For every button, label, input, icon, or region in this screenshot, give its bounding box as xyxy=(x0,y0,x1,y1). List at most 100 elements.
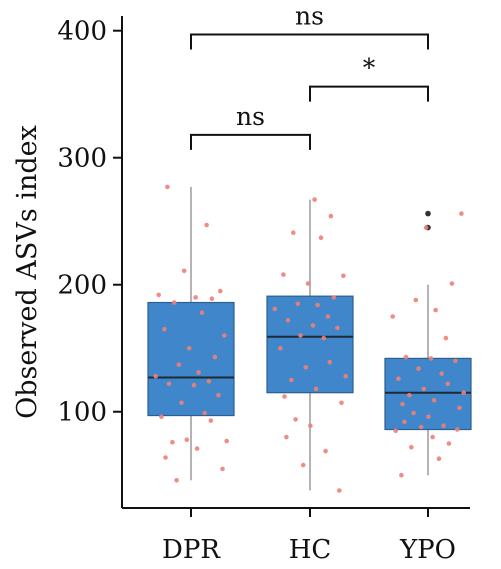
data-point-ypo-25 xyxy=(455,427,460,432)
data-point-dpr-11 xyxy=(186,345,192,351)
data-point-dpr-15 xyxy=(153,373,158,379)
data-point-ypo-27 xyxy=(430,434,435,440)
data-point-hc-5 xyxy=(341,273,346,279)
data-point-dpr-8 xyxy=(199,310,205,316)
data-point-hc-7 xyxy=(331,295,337,300)
data-point-ypo-18 xyxy=(400,401,405,407)
data-point-dpr-6 xyxy=(209,296,215,302)
y-tick-label-100: 100 xyxy=(57,398,107,428)
data-point-hc-21 xyxy=(289,377,294,383)
box-dpr xyxy=(147,301,235,417)
data-point-dpr-22 xyxy=(159,414,164,420)
data-point-dpr-24 xyxy=(184,437,190,443)
data-point-ypo-24 xyxy=(418,424,424,430)
x-tick-label-ypo: YPO xyxy=(399,535,456,565)
data-point-hc-13 xyxy=(310,323,316,328)
data-point-ypo-22 xyxy=(402,419,407,425)
outlier-point-ypo-0 xyxy=(425,210,431,217)
data-point-hc-23 xyxy=(282,394,287,399)
data-point-hc-2 xyxy=(291,230,296,235)
significance-label-dpr-hc: ns xyxy=(236,102,265,131)
data-point-dpr-2 xyxy=(181,268,187,274)
data-point-dpr-4 xyxy=(156,292,161,298)
data-point-ypo-23 xyxy=(441,423,446,429)
data-point-dpr-3 xyxy=(218,288,223,294)
data-point-ypo-12 xyxy=(396,376,401,382)
data-point-dpr-29 xyxy=(220,466,225,472)
x-tick-label-hc: HC xyxy=(289,535,332,565)
data-point-dpr-5 xyxy=(193,295,198,300)
data-point-ypo-5 xyxy=(390,314,396,319)
data-point-hc-15 xyxy=(298,333,303,338)
data-point-dpr-12 xyxy=(212,354,218,360)
data-point-ypo-10 xyxy=(416,366,421,371)
data-point-dpr-7 xyxy=(172,300,177,305)
data-point-ypo-8 xyxy=(428,356,434,361)
data-point-ypo-26 xyxy=(393,428,399,434)
y-tick-label-400: 400 xyxy=(57,17,107,47)
data-point-ypo-17 xyxy=(431,398,437,403)
data-point-dpr-0 xyxy=(165,184,170,190)
data-point-hc-18 xyxy=(327,359,333,365)
significance-bracket-hc-ypo xyxy=(309,85,429,102)
data-point-ypo-13 xyxy=(445,381,451,387)
data-point-hc-4 xyxy=(281,272,286,277)
data-point-dpr-18 xyxy=(191,382,197,388)
data-point-ypo-14 xyxy=(421,386,427,392)
data-point-dpr-17 xyxy=(166,381,172,387)
data-point-ypo-28 xyxy=(446,441,452,446)
data-point-dpr-13 xyxy=(176,362,182,368)
data-point-ypo-19 xyxy=(457,405,462,411)
data-point-ypo-31 xyxy=(399,472,404,478)
data-point-hc-0 xyxy=(312,197,317,202)
significance-label-hc-ypo: * xyxy=(363,54,376,83)
data-point-dpr-28 xyxy=(163,455,168,460)
data-point-hc-11 xyxy=(325,314,331,319)
data-point-ypo-15 xyxy=(461,390,467,396)
data-point-dpr-23 xyxy=(208,418,214,423)
data-point-ypo-30 xyxy=(436,456,442,462)
significance-label-dpr-ypo: ns xyxy=(295,2,324,31)
data-point-dpr-16 xyxy=(206,379,212,384)
data-point-dpr-26 xyxy=(170,439,175,445)
data-point-hc-10 xyxy=(272,306,278,312)
data-point-dpr-14 xyxy=(196,370,201,375)
data-point-hc-28 xyxy=(323,448,328,454)
x-tick-label-dpr: DPR xyxy=(162,535,221,565)
data-point-dpr-20 xyxy=(179,400,184,406)
data-point-dpr-9 xyxy=(162,326,167,332)
data-point-ypo-2 xyxy=(449,281,455,286)
data-point-hc-17 xyxy=(278,345,283,351)
data-point-ypo-0 xyxy=(459,211,464,216)
data-point-hc-16 xyxy=(321,335,327,341)
data-point-ypo-3 xyxy=(413,297,419,303)
data-point-ypo-21 xyxy=(426,414,431,420)
data-point-hc-6 xyxy=(305,281,311,286)
data-point-hc-29 xyxy=(300,462,306,468)
data-point-hc-30 xyxy=(337,488,342,493)
data-point-dpr-27 xyxy=(194,446,200,451)
data-point-ypo-11 xyxy=(439,371,445,376)
data-point-ypo-7 xyxy=(403,354,409,360)
data-point-hc-25 xyxy=(293,417,298,422)
data-point-ypo-1 xyxy=(423,225,429,230)
data-point-ypo-29 xyxy=(409,445,414,450)
data-point-hc-14 xyxy=(335,325,340,331)
data-point-hc-1 xyxy=(328,213,334,219)
data-point-hc-22 xyxy=(313,386,319,392)
data-point-ypo-4 xyxy=(433,307,438,313)
data-point-ypo-16 xyxy=(407,392,412,398)
data-point-hc-12 xyxy=(285,318,291,323)
box-hc xyxy=(266,295,354,394)
y-axis-label: Observed ASVs index xyxy=(12,125,43,419)
data-point-hc-20 xyxy=(343,373,349,379)
data-point-ypo-9 xyxy=(453,358,458,364)
data-point-hc-19 xyxy=(303,365,309,370)
data-point-dpr-25 xyxy=(224,438,229,444)
data-point-dpr-21 xyxy=(202,410,207,416)
data-point-dpr-19 xyxy=(216,392,221,398)
data-point-hc-26 xyxy=(308,423,313,429)
y-tick-label-200: 200 xyxy=(57,271,107,301)
data-point-dpr-10 xyxy=(222,333,227,338)
